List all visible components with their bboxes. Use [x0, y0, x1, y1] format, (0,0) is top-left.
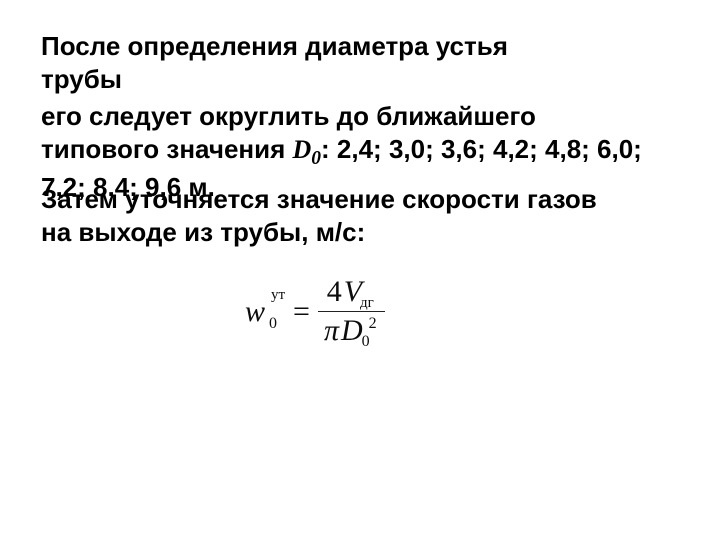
variable-D: D: [293, 135, 312, 164]
fraction-bar: [318, 311, 385, 312]
variable-D: D: [341, 314, 363, 347]
superscript-two: 2: [369, 315, 377, 332]
text-line: трубы: [41, 64, 122, 94]
symbol-pi: π: [324, 314, 341, 347]
formula-row: w ут 0 = 4Vдг πD02: [245, 275, 385, 348]
fraction-numerator: 4Vдг: [321, 275, 382, 309]
text-line: его следует округлить до ближайшего: [41, 101, 536, 131]
text-line: на выходе из трубы, м/с:: [41, 217, 365, 247]
slide: После определения диаметра устья трубы е…: [0, 0, 720, 540]
text-line: типового значения: [41, 134, 293, 164]
text-line: После определения диаметра устья: [41, 31, 508, 61]
subscript-zero: 0: [311, 148, 321, 169]
subscript-zero: 0: [362, 333, 370, 350]
variable-w: w: [245, 295, 265, 328]
paragraph-3: Затем уточняется значение скорости газов…: [41, 183, 681, 248]
coefficient-4: 4: [327, 275, 342, 308]
subscript-zero: 0: [269, 315, 277, 333]
variable-D0: D0: [293, 135, 322, 164]
superscript-ut: ут: [271, 287, 285, 304]
text-line: Затем уточняется значение скорости газов: [41, 184, 597, 214]
formula-lhs: w ут 0: [245, 295, 271, 329]
paragraph-1: После определения диаметра устья трубы: [41, 30, 661, 95]
fraction: 4Vдг πD02: [318, 275, 385, 348]
variable-V: V: [342, 275, 362, 308]
fraction-denominator: πD02: [318, 314, 385, 348]
subscript-dg: дг: [360, 295, 374, 311]
formula: w ут 0 = 4Vдг πD02: [245, 275, 385, 348]
